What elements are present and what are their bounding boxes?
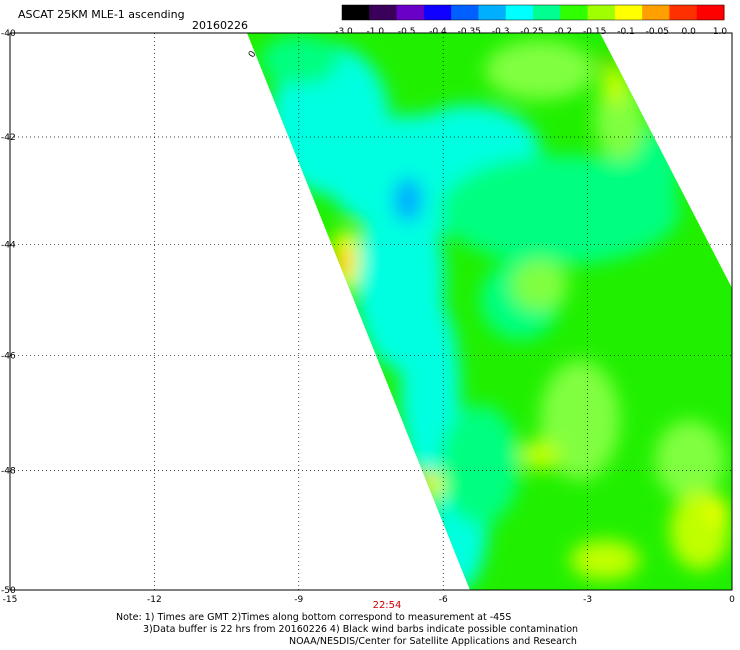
swath-feature bbox=[512, 260, 568, 310]
swath-feature bbox=[601, 56, 609, 68]
latitude-tick-label: -42 bbox=[1, 133, 16, 143]
latitude-tick-label: -50 bbox=[1, 586, 16, 596]
latitude-tick-label: -46 bbox=[1, 351, 16, 361]
longitude-tick-label: -12 bbox=[147, 595, 162, 605]
product-title: ASCAT 25KM MLE-1 ascending bbox=[18, 8, 185, 21]
wind-map: -3.0 -1.0 -0.5 -0.4 -0.35 -0.3 -0.25 -0.2 -0.15 -… bbox=[1, 4, 735, 611]
colorbar-segment bbox=[614, 5, 643, 20]
colorbar-tick-label: -0.1 bbox=[617, 27, 635, 37]
colorbar-segment bbox=[396, 5, 425, 20]
product-date: 20160226 bbox=[192, 19, 248, 32]
latitude-tick-label: -48 bbox=[1, 466, 16, 476]
scatterometer-swath bbox=[247, 33, 732, 590]
longitude-labels: -15 -12 -9 -6 -3 0 bbox=[3, 595, 735, 605]
colorbar-tick-label: -0.3 bbox=[492, 27, 510, 37]
colorbar-tick-label: -0.15 bbox=[583, 27, 606, 37]
wind-barb-label: 0 bbox=[247, 49, 259, 60]
measurement-time: 22:54 bbox=[373, 600, 402, 611]
swath-features bbox=[260, 35, 730, 590]
colorbar-tick-label: -3.0 bbox=[335, 27, 353, 37]
swath-feature bbox=[570, 540, 640, 580]
latitude-tick-label: -40 bbox=[1, 29, 16, 39]
colorbar-segment bbox=[505, 5, 534, 20]
longitude-tick-label: 0 bbox=[729, 595, 735, 605]
colorbar-tick-label: -1.0 bbox=[367, 27, 385, 37]
colorbar-segment bbox=[642, 5, 670, 20]
colorbar-tick-label: -0.2 bbox=[555, 27, 573, 37]
swath-feature bbox=[520, 440, 560, 470]
longitude-tick-label: -15 bbox=[3, 595, 18, 605]
swath-feature bbox=[335, 250, 349, 274]
colorbar-segment bbox=[533, 5, 561, 20]
color-scale-bar: -3.0 -1.0 -0.5 -0.4 -0.35 -0.3 -0.25 -0.2 -0.15 -… bbox=[335, 4, 728, 37]
note-line-3: NOAA/NESDIS/Center for Satellite Applica… bbox=[289, 636, 577, 647]
swath-feature bbox=[260, 35, 340, 85]
swath-feature bbox=[540, 360, 620, 480]
colorbar-tick-label: 1.0 bbox=[713, 27, 728, 37]
swath-feature bbox=[708, 498, 728, 522]
colorbar-tick-label: -0.5 bbox=[398, 27, 416, 37]
map-frame bbox=[9, 32, 733, 591]
lat-lon-grid bbox=[10, 33, 732, 590]
footnotes: Note: 1) Times are GMT 2)Times along bot… bbox=[0, 612, 740, 648]
swath-feature bbox=[601, 65, 629, 105]
swath-feature bbox=[394, 178, 422, 222]
longitude-tick-label: -3 bbox=[583, 595, 592, 605]
longitude-tick-label: -6 bbox=[439, 595, 448, 605]
colorbar-tick-label: -0.25 bbox=[520, 27, 543, 37]
colorbar-segment bbox=[696, 5, 725, 20]
latitude-labels: -40 -42 -44 -46 -48 -50 bbox=[1, 29, 16, 596]
swath-feature bbox=[440, 405, 520, 525]
colorbar-segment bbox=[369, 5, 398, 20]
colorbar-tick-label: -0.35 bbox=[458, 27, 481, 37]
colorbar-segment bbox=[451, 5, 479, 20]
latitude-tick-label: -44 bbox=[1, 240, 16, 250]
colorbar-tick-label: -0.05 bbox=[646, 27, 669, 37]
colorbar-segment bbox=[342, 5, 370, 20]
note-line-1: Note: 1) Times are GMT 2)Times along bot… bbox=[116, 612, 512, 623]
colorbar-tick-label: 0.0 bbox=[682, 27, 697, 37]
colorbar-segment bbox=[669, 5, 698, 20]
colorbar-segment bbox=[587, 5, 616, 20]
colorbar-segment bbox=[423, 5, 452, 20]
colorbar-tick-label: -0.4 bbox=[429, 27, 447, 37]
colorbar-segment bbox=[478, 5, 507, 20]
swath-feature bbox=[655, 420, 725, 500]
colorbar-segment bbox=[560, 5, 589, 20]
note-line-2: 3)Data buffer is 22 hrs from 20160226 4)… bbox=[143, 624, 579, 635]
longitude-tick-label: -9 bbox=[294, 595, 303, 605]
swath-feature bbox=[419, 470, 429, 482]
swath-feature bbox=[485, 40, 595, 100]
